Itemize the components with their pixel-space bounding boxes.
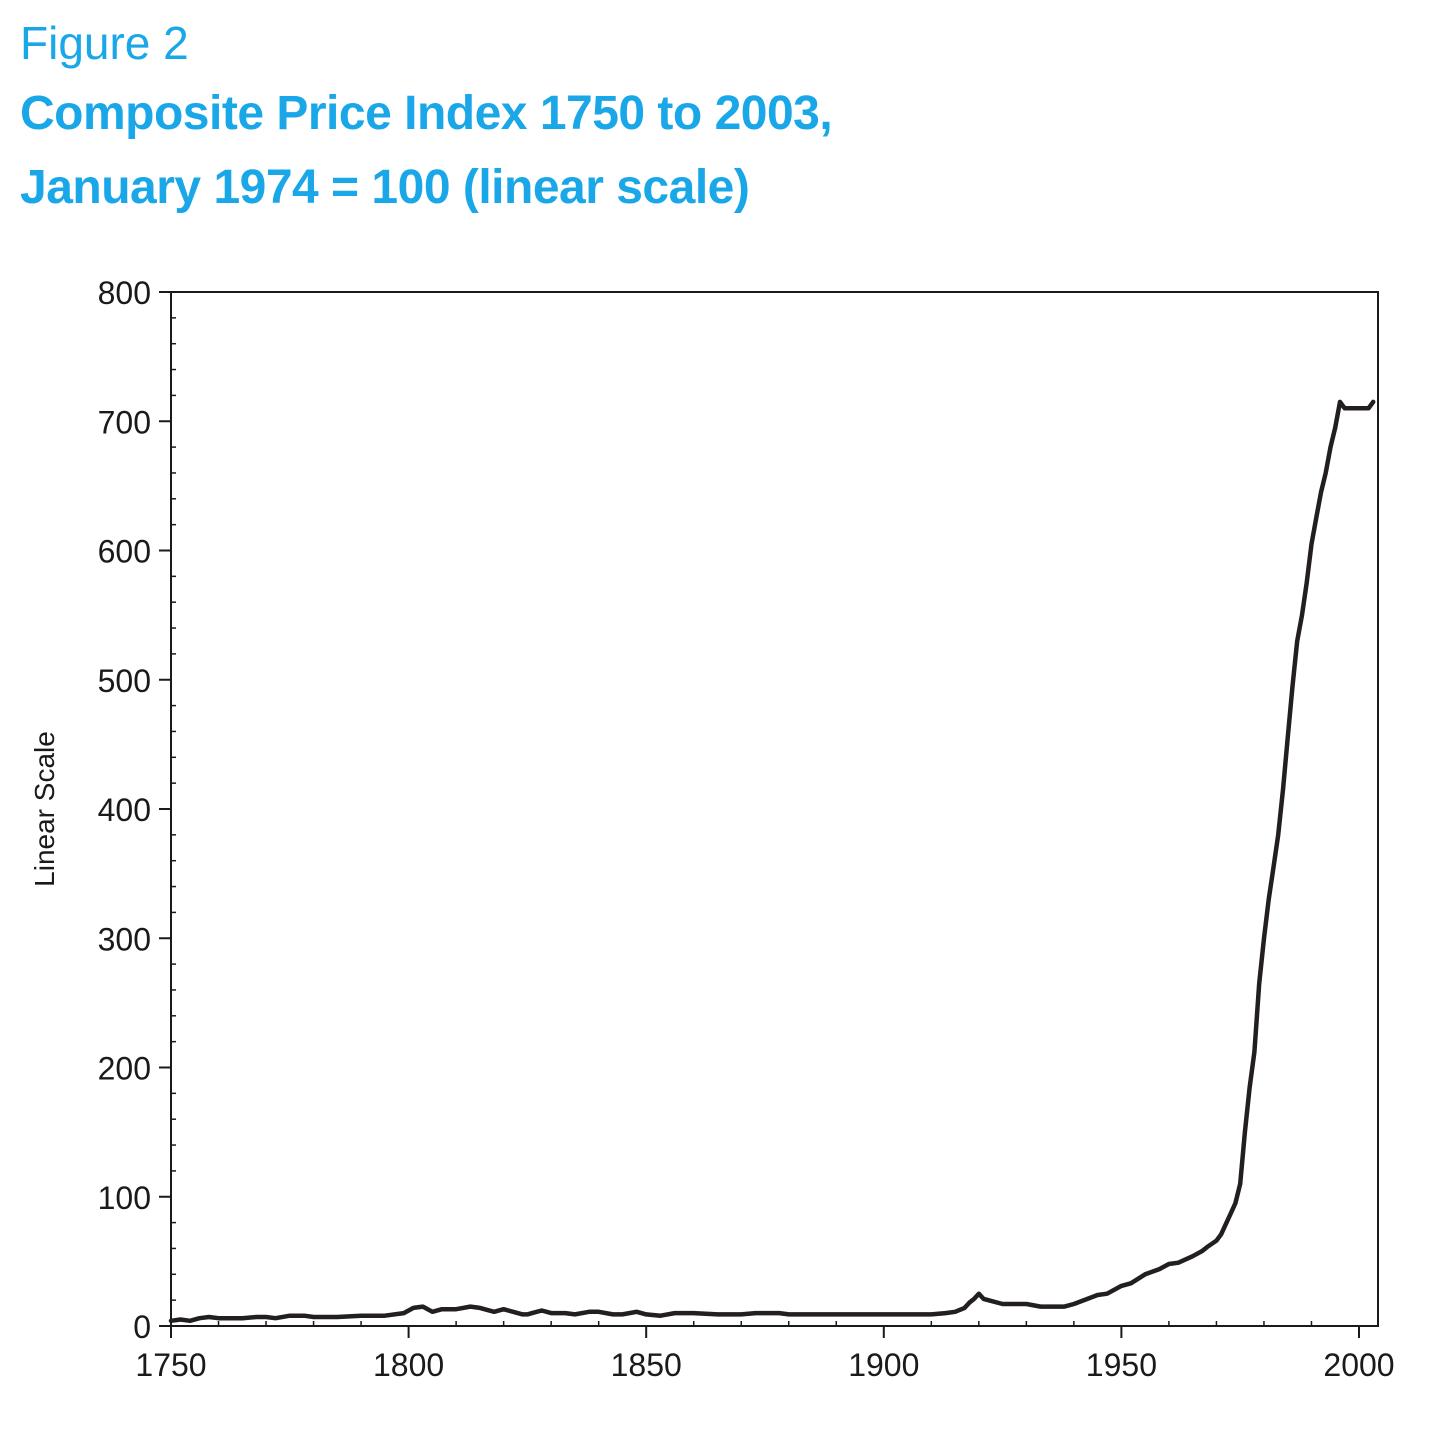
figure-label: Figure 2	[20, 17, 189, 69]
x-tick-label: 2000	[1323, 1347, 1394, 1383]
x-tick-label: 1950	[1086, 1347, 1157, 1383]
y-tick-label: 0	[133, 1309, 151, 1345]
y-tick-label: 300	[98, 921, 151, 957]
price-index-line	[168, 399, 1376, 1324]
chart-title-line-2: January 1974 = 100 (linear scale)	[20, 161, 750, 214]
plot-frame	[170, 291, 1379, 1327]
y-tick-label: 700	[98, 404, 151, 440]
chart-title-line-1: Composite Price Index 1750 to 2003,	[20, 87, 833, 140]
x-tick-label: 1750	[135, 1347, 206, 1383]
x-tick-label: 1800	[373, 1347, 444, 1383]
x-tick-label: 1850	[611, 1347, 682, 1383]
y-axis-title: Linear Scale	[29, 731, 60, 887]
y-tick-label: 400	[98, 792, 151, 828]
x-tick-label: 1900	[848, 1347, 919, 1383]
y-tick-label: 600	[98, 534, 151, 570]
y-tick-label: 200	[98, 1051, 151, 1087]
y-tick-label: 500	[98, 663, 151, 699]
y-axis-ticks: 0 100 200 300 400 500 600 700 800	[98, 275, 176, 1345]
y-tick-label: 100	[98, 1180, 151, 1216]
x-axis-ticks: 1750 1800 1850 1900 1950 2000	[135, 1321, 1395, 1383]
y-tick-label: 800	[98, 275, 151, 311]
